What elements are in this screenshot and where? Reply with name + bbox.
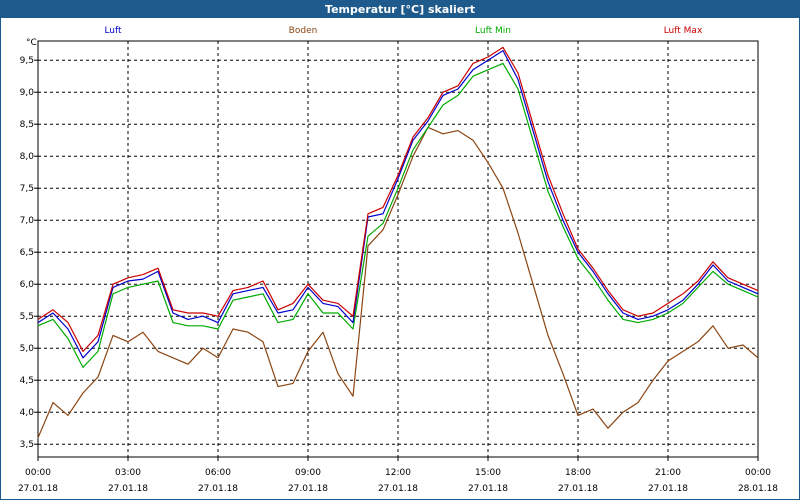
series-line-luft-min: [37, 62, 759, 368]
x-tick-date-label: 27.01.18: [378, 484, 418, 494]
x-tick-time-label: 12:00: [385, 468, 411, 478]
x-tick-date-label: 27.01.18: [108, 484, 148, 494]
y-tick-label: 7,0: [20, 216, 35, 226]
grid-lines: [38, 41, 758, 457]
y-tick-label: 5,0: [20, 344, 35, 354]
x-tick-time-label: 21:00: [655, 468, 681, 478]
legend-item-luft-max: Luft Max: [664, 26, 703, 36]
y-tick-label: 9,0: [20, 88, 35, 98]
y-tick-label: 8,5: [20, 120, 34, 130]
x-tick-time-label: 09:00: [295, 468, 321, 478]
series-line-luft-max: [37, 46, 759, 352]
series-line-luft: [37, 49, 759, 359]
x-tick-date-label: 27.01.18: [18, 484, 58, 494]
x-tick-time-label: 18:00: [565, 468, 591, 478]
y-tick-label: 6,0: [20, 280, 35, 290]
x-tick-date-label: 28.01.18: [738, 484, 778, 494]
x-tick-time-label: 15:00: [475, 468, 501, 478]
y-tick-label: 8,0: [20, 152, 35, 162]
series-lines: [37, 46, 759, 439]
y-axis-unit-label: °C: [26, 38, 37, 48]
x-tick-date-label: 27.01.18: [468, 484, 508, 494]
x-tick-date-label: 27.01.18: [288, 484, 328, 494]
x-axis-ticks: 00:00 27.01.18 03:00 27.01.18 06:00 27.01.18 0…: [18, 457, 778, 494]
x-tick-date-label: 27.01.18: [198, 484, 238, 494]
legend-item-boden: Boden: [289, 26, 318, 36]
x-tick-time-label: 03:00: [115, 468, 141, 478]
y-axis-ticks: 3,5 4,0 4,5 5,0 5,5 6,0 6,5 7,0 7,5 8,0 8,5 9,0 9,5: [20, 56, 38, 450]
y-tick-label: 4,5: [20, 376, 34, 386]
x-tick-time-label: 00:00: [745, 468, 771, 478]
y-tick-label: 3,5: [20, 440, 34, 450]
x-tick-date-label: 27.01.18: [648, 484, 688, 494]
x-tick-time-label: 06:00: [205, 468, 231, 478]
legend-item-luft-min: Luft Min: [475, 26, 511, 36]
x-tick-date-label: 27.01.18: [558, 484, 598, 494]
legend-item-luft: Luft: [104, 26, 122, 36]
y-tick-label: 9,5: [20, 56, 34, 66]
x-tick-time-label: 00:00: [25, 468, 51, 478]
y-tick-label: 5,5: [20, 312, 34, 322]
legend: Luft Boden Luft Min Luft Max: [104, 26, 703, 36]
y-tick-label: 4,0: [20, 408, 35, 418]
series-line-boden: [37, 126, 759, 439]
y-tick-label: 7,5: [20, 184, 34, 194]
y-tick-label: 6,5: [20, 248, 34, 258]
window-title: Temperatur [°C] skaliert: [1, 1, 799, 18]
